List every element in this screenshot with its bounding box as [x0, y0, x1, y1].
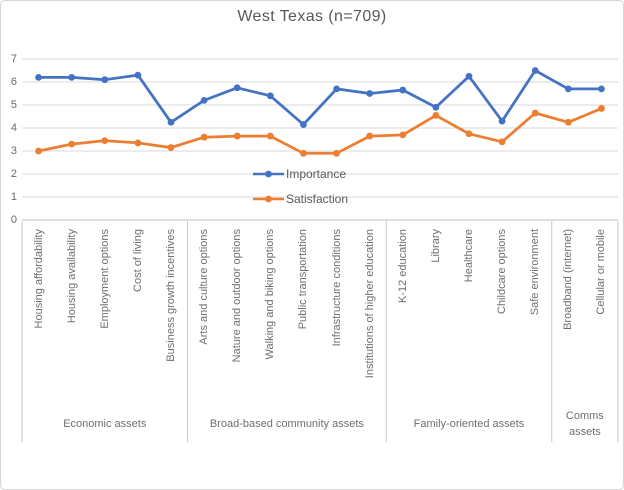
y-tick-label: 5	[10, 99, 17, 111]
data-point-marker	[465, 72, 473, 80]
data-point-marker	[233, 84, 241, 92]
category-label: Business growth incentives	[165, 229, 177, 362]
legend-marker-icon	[253, 170, 284, 178]
data-point-marker	[167, 144, 175, 151]
legend-label: Satisfaction	[286, 192, 349, 206]
data-point-marker	[498, 138, 506, 146]
y-tick-label: 1	[10, 191, 17, 203]
data-point-marker	[333, 149, 340, 157]
data-point-marker	[564, 85, 572, 93]
data-point-marker	[366, 90, 374, 97]
category-label: Broadband (internet)	[562, 229, 575, 330]
data-point-marker	[399, 131, 407, 139]
data-point-marker	[399, 86, 407, 94]
y-tick-label: 4	[10, 122, 17, 134]
data-point-marker	[333, 85, 340, 93]
data-point-marker	[200, 133, 208, 141]
data-point-marker	[432, 111, 440, 119]
legend-marker-icon	[253, 195, 284, 203]
data-point-marker	[432, 103, 440, 111]
category-label: Childcare options	[496, 229, 509, 314]
data-point-marker	[35, 147, 42, 155]
data-point-marker	[366, 132, 374, 140]
category-label: Housing availability	[65, 229, 78, 324]
y-tick-label: 3	[10, 145, 17, 157]
data-point-marker	[134, 71, 142, 79]
data-point-marker	[101, 76, 109, 84]
category-label: Nature and outdoor options	[231, 229, 244, 363]
data-point-marker	[598, 105, 605, 112]
data-point-marker	[300, 149, 307, 157]
category-label: Public transportation	[297, 229, 310, 330]
data-point-marker	[200, 97, 208, 104]
series-importance	[35, 67, 605, 128]
data-point-marker	[35, 74, 42, 81]
legend-label: Importance	[286, 167, 347, 181]
series-line	[37, 107, 603, 155]
data-point-marker	[68, 74, 76, 81]
category-label: Cellular or mobile	[595, 229, 608, 315]
group-label: Comms assets	[565, 410, 604, 438]
category-label: Safe environment	[529, 229, 542, 316]
data-point-marker	[598, 85, 605, 93]
data-point-marker	[266, 132, 274, 140]
category-label: Library	[429, 229, 442, 263]
group-label: Broad-based community assets	[209, 418, 364, 430]
series-satisfaction	[35, 105, 605, 157]
legend-item-satisfaction: Satisfaction	[253, 189, 348, 209]
category-label: K-12 education	[396, 229, 409, 303]
category-label: Cost of living	[131, 229, 144, 292]
category-label: Walking and biking options	[264, 229, 277, 360]
chart-title: West Texas (n=709)	[237, 8, 387, 25]
group-separators	[21, 221, 619, 442]
category-label: Employment options	[98, 229, 111, 329]
data-point-marker	[68, 140, 76, 148]
data-point-marker	[531, 109, 539, 117]
category-label: Healthcare	[463, 229, 475, 283]
category-label: Institutions of higher education	[363, 229, 376, 379]
category-label: Housing affordability	[32, 229, 45, 329]
data-point-marker	[101, 137, 109, 145]
y-tick-label: 6	[10, 76, 17, 88]
legend-item-importance: Importance	[253, 164, 346, 184]
y-tick-label: 2	[10, 168, 17, 180]
category-label: Infrastructure conditions	[330, 229, 343, 347]
data-point-marker	[167, 118, 175, 126]
group-label: Economic assets	[63, 418, 147, 430]
data-point-marker	[233, 132, 241, 140]
y-tick-label: 0	[10, 214, 17, 226]
data-point-marker	[300, 121, 307, 128]
data-point-marker	[531, 67, 539, 74]
category-label: Arts and culture options	[198, 229, 211, 345]
group-label: Family-oriented assets	[413, 418, 525, 430]
series-line	[37, 69, 603, 126]
data-point-marker	[266, 92, 274, 100]
data-point-marker	[564, 118, 572, 126]
data-point-marker	[498, 117, 506, 125]
data-point-marker	[134, 139, 142, 147]
data-point-marker	[465, 130, 473, 138]
y-tick-label: 7	[10, 53, 17, 65]
